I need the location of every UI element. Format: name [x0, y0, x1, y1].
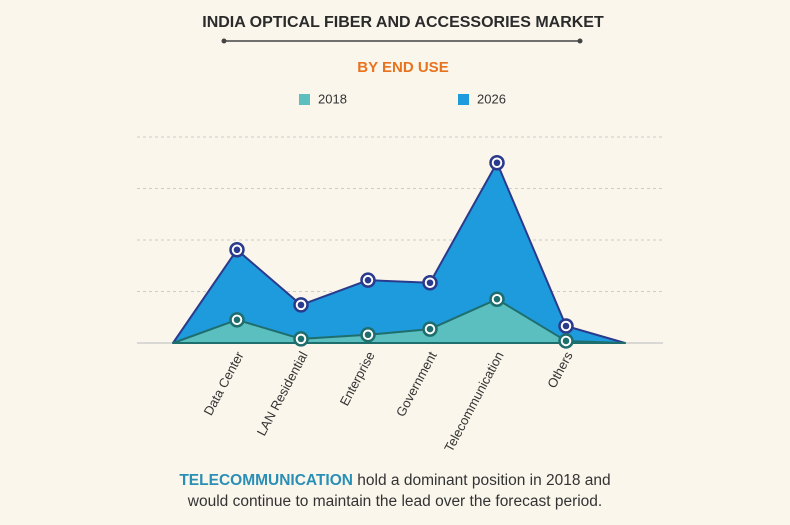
legend-label: 2026 [477, 91, 506, 106]
legend-label: 2018 [318, 91, 347, 106]
footnote-text: hold a dominant position in 2018 and [357, 472, 611, 489]
marker-dot [297, 301, 305, 309]
chart-title: INDIA OPTICAL FIBER AND ACCESSORIES MARK… [202, 14, 604, 31]
marker-dot [562, 322, 570, 330]
divider-dot [221, 38, 227, 44]
marker-dot [426, 279, 434, 287]
x-tick-label: Government [393, 349, 440, 420]
marker-dot [233, 246, 241, 254]
marker-dot [426, 325, 434, 333]
marker-dot [297, 335, 305, 343]
marker-dot [493, 295, 501, 303]
marker-dot [562, 337, 570, 345]
x-tick-label: Enterprise [337, 349, 378, 408]
x-tick-label: Data Center [201, 348, 247, 418]
divider-dot [577, 38, 583, 44]
footnote: TELECOMMUNICATION hold a dominant positi… [0, 470, 790, 512]
marker-dot [233, 316, 241, 324]
chart-subtitle: BY END USE [357, 59, 448, 76]
legend-swatch [299, 94, 310, 105]
marker-dot [364, 331, 372, 339]
footnote-highlight: TELECOMMUNICATION [179, 472, 353, 489]
legend-swatch [458, 94, 469, 105]
x-tick-label: LAN Residential [254, 349, 311, 438]
x-tick-label: Telecommunication [441, 349, 506, 454]
marker-dot [493, 159, 501, 167]
marker-dot [364, 276, 372, 284]
chart: INDIA OPTICAL FIBER AND ACCESSORIES MARK… [137, 14, 663, 454]
x-tick-label: Others [544, 349, 576, 391]
footnote-text: would continue to maintain the lead over… [187, 493, 603, 510]
